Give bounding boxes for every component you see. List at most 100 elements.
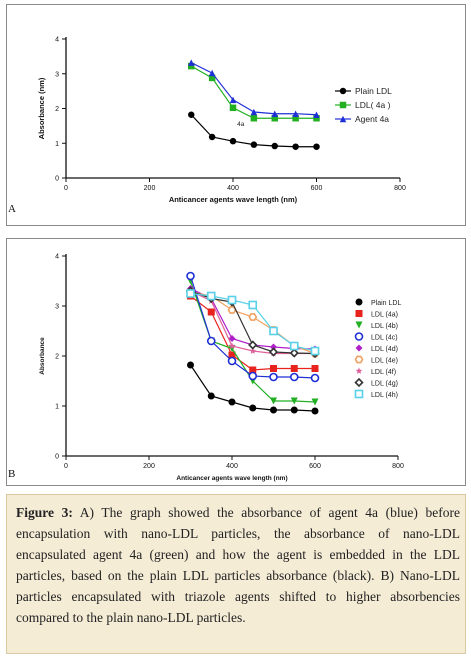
- chart-b-series-3: [186, 271, 320, 383]
- chart-a-data-point: [188, 111, 195, 119]
- chart-b-legend-label: LDL (4e): [371, 358, 398, 365]
- chart-b-data-point: [186, 271, 195, 281]
- chart-b-data-point: [289, 348, 299, 358]
- chart-a-legend-marker: [339, 115, 347, 123]
- chart-b-data-point: [270, 397, 277, 405]
- chart-b-y-tick-label: 0: [55, 454, 59, 461]
- chart-b-data-point: [248, 313, 258, 321]
- chart-b-data-point: [248, 371, 258, 381]
- chart-b-data-point: [228, 351, 236, 359]
- chart-b-data-point: [186, 289, 195, 298]
- chart-a-x-axis-title: Anticancer agents wave length (nm): [169, 195, 298, 204]
- chart-b-legend-label: LDL (4a): [371, 312, 398, 319]
- panel-a-letter: A: [8, 203, 16, 215]
- chart-b-legend-marker: [354, 377, 364, 388]
- chart-a-x-tick-label: 400: [227, 185, 239, 192]
- chart-a-series-1: [188, 62, 320, 122]
- chart-b-x-tick-label: 800: [392, 463, 404, 470]
- chart-a-data-point: [292, 114, 299, 122]
- chart-b-data-point: [290, 397, 298, 405]
- chart-b-legend-label: LDL (4g): [371, 381, 398, 388]
- chart-b-legend-label: LDL (4f): [371, 369, 396, 376]
- chart-a-data-point: [292, 143, 299, 150]
- chart-b-data-point: [311, 365, 319, 372]
- chart-b-data-point: [269, 326, 278, 336]
- chart-b-data-point: [227, 356, 237, 366]
- chart-b-legend-marker: [355, 310, 363, 317]
- chart-a-data-point: [229, 104, 237, 112]
- chart-b-data-point: [207, 392, 215, 400]
- chart-a-y-tick-label: 4: [55, 37, 59, 44]
- chart-b-data-point: [268, 347, 279, 357]
- chart-b-data-point: [207, 308, 215, 316]
- chart-a-data-point: [292, 110, 299, 117]
- chart-b-data-point: [249, 347, 257, 354]
- chart-b-data-point: [289, 341, 299, 351]
- chart-b-data-point: [187, 361, 194, 369]
- chart-b-data-point: [290, 365, 298, 372]
- chart-a-data-point: [250, 114, 258, 122]
- chart-b-data-point: [228, 342, 236, 349]
- chart-a-legend-label: Plain LDL: [355, 86, 392, 96]
- chart-a-data-point: [271, 114, 278, 122]
- chart-a-data-point: [229, 137, 237, 145]
- figure-caption: Figure 3: A) The graph showed the absorb…: [16, 502, 460, 628]
- chart-a-x-tick-label: 200: [144, 185, 156, 192]
- chart-b-data-point: [248, 340, 258, 350]
- chart-a-data-point: [229, 96, 237, 104]
- caption-body: A) The graph showed the absorbance of ag…: [16, 505, 460, 625]
- chart-a-y-tick-label: 0: [55, 176, 59, 183]
- chart-b-data-point: [310, 373, 320, 383]
- panel-a-frame: [6, 4, 466, 226]
- chart-b-y-tick-label: 4: [55, 254, 59, 261]
- chart-b-data-point: [206, 336, 216, 346]
- chart-a-legend-label: LDL( 4a ): [355, 100, 391, 110]
- chart-a-x-tick-label: 0: [64, 185, 68, 192]
- chart-a-data-point: [208, 74, 216, 82]
- chart-b-series-line: [189, 275, 316, 379]
- chart-a-legend-marker: [339, 87, 347, 95]
- chart-b-legend-label: LDL (4d): [371, 346, 398, 353]
- chart-b-legend-marker: [355, 321, 363, 329]
- chart-b-data-point: [270, 343, 277, 351]
- chart-b-x-tick-label: 0: [64, 463, 68, 470]
- chart-b-legend-label: LDL (4h): [371, 392, 398, 399]
- chart-a-data-point: [313, 143, 320, 150]
- chart-a-y-axis-title: Absorbance (nm): [37, 77, 46, 139]
- chart-b-legend-marker: [355, 298, 363, 306]
- chart-b-data-point: [228, 398, 236, 406]
- chart-b-data-point: [269, 372, 278, 382]
- chart-a-legend-label: Agent 4a: [355, 114, 389, 124]
- chart-b-data-point: [290, 406, 298, 414]
- chart-b-legend-label: LDL (4c): [371, 335, 398, 342]
- chart-b-data-point: [248, 300, 258, 310]
- chart-b: 0 200 400 600 800 0 1 2 3 4 Anticancer agents wave…: [39, 254, 404, 483]
- chart-b-legend-marker: [355, 367, 363, 374]
- chart-b-data-point: [270, 365, 277, 372]
- caption-box: [6, 494, 466, 654]
- chart-a-data-point: [250, 108, 258, 116]
- chart-a-data-point: [271, 142, 278, 150]
- chart-a-data-point: [313, 111, 320, 119]
- chart-a-data-point: [188, 59, 195, 66]
- chart-a-data-point: [208, 133, 216, 141]
- chart-b-data-point: [270, 406, 277, 414]
- chart-b-y-tick-label: 2: [55, 354, 59, 361]
- chart-a: 0 200 400 600 800 0 1 2 3 4 Anticancer agents wave…: [37, 37, 406, 205]
- chart-b-legend-marker: [354, 355, 364, 364]
- chart-b-data-point: [249, 404, 257, 412]
- chart-b-data-point: [228, 335, 236, 342]
- chart-a-data-point: [271, 110, 278, 117]
- chart-b-series-8: [186, 289, 320, 356]
- chart-b-data-point: [310, 346, 320, 356]
- chart-a-y-tick-label: 2: [55, 106, 59, 113]
- chart-b-y-axis-title: Absorbance: [39, 337, 46, 375]
- panel-b-letter: B: [8, 468, 16, 480]
- chart-b-x-axis-title: Anticancer agents wave length (nm): [176, 475, 287, 482]
- chart-a-y-tick-label: 1: [55, 141, 59, 148]
- chart-a-series-0: [188, 111, 320, 150]
- chart-a-series-2: [188, 59, 320, 119]
- chart-b-x-tick-label: 200: [143, 463, 155, 470]
- chart-a-y-tick-label: 3: [55, 71, 59, 78]
- chart-a-data-point: [188, 62, 195, 70]
